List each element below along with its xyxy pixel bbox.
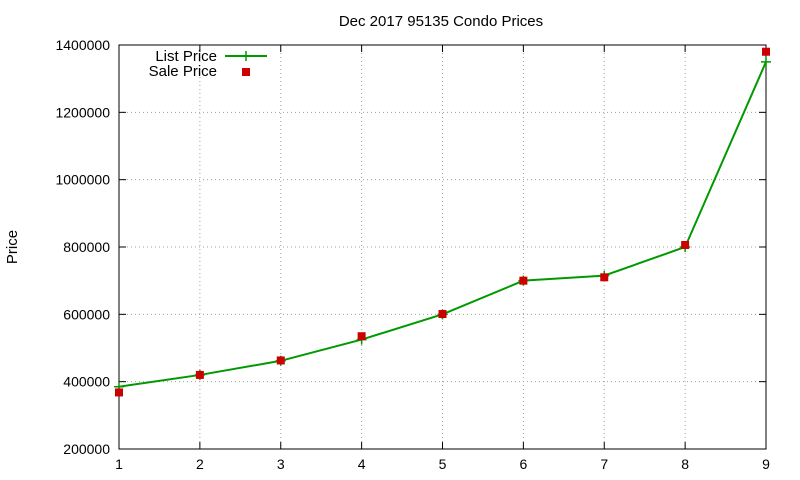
data-point-sale-price bbox=[600, 273, 609, 282]
legend: List Price Sale Price bbox=[149, 48, 267, 80]
y-tick-label: 400000 bbox=[63, 374, 110, 390]
x-tick-label: 8 bbox=[681, 456, 689, 472]
data-point-sale-price bbox=[762, 47, 770, 56]
data-point-list-price bbox=[761, 56, 771, 67]
legend-label-list-price: List Price bbox=[155, 48, 217, 65]
data-point-sale-price bbox=[115, 388, 123, 397]
x-tick-label: 7 bbox=[600, 456, 608, 472]
y-tick-label: 1200000 bbox=[55, 104, 110, 120]
y-tick-label: 600000 bbox=[63, 306, 110, 322]
series-layer bbox=[114, 47, 771, 397]
data-point-sale-price bbox=[681, 240, 690, 249]
y-tick-label: 200000 bbox=[63, 441, 110, 457]
data-point-sale-price bbox=[438, 309, 447, 318]
y-axis-label: Price bbox=[4, 230, 21, 264]
grid bbox=[118, 44, 767, 450]
legend-marker-sale-price bbox=[242, 68, 250, 76]
y-tick-label: 1400000 bbox=[55, 37, 110, 53]
legend-marker-list-price bbox=[241, 51, 251, 61]
x-tick-label: 4 bbox=[358, 456, 366, 472]
chart-title: Dec 2017 95135 Condo Prices bbox=[339, 13, 543, 30]
data-point-sale-price bbox=[519, 276, 528, 285]
x-tick-label: 9 bbox=[762, 456, 770, 472]
y-tick-label: 800000 bbox=[63, 239, 110, 255]
y-tick-label: 1000000 bbox=[55, 172, 110, 188]
y-axis: 200000 400000 600000 800000 1000000 1200000 14… bbox=[55, 37, 766, 457]
x-tick-label: 3 bbox=[277, 456, 285, 472]
x-axis: 1 2 3 4 5 6 7 8 9 bbox=[115, 45, 770, 472]
x-tick-label: 6 bbox=[519, 456, 527, 472]
data-point-sale-price bbox=[276, 356, 285, 365]
x-tick-label: 5 bbox=[439, 456, 447, 472]
x-tick-label: 2 bbox=[196, 456, 204, 472]
data-point-sale-price bbox=[195, 370, 204, 379]
x-tick-label: 1 bbox=[115, 456, 123, 472]
legend-label-sale-price: Sale Price bbox=[149, 63, 217, 80]
data-point-sale-price bbox=[357, 332, 366, 341]
